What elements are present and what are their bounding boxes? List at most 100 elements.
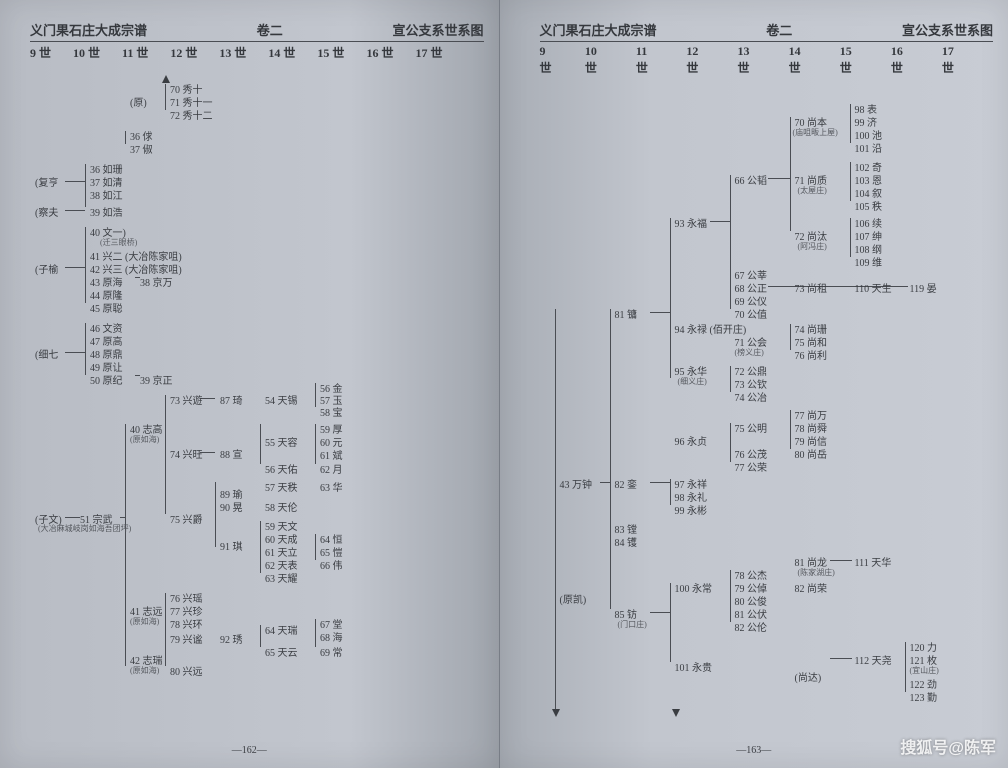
- tree-line: [790, 117, 791, 231]
- tree-node: 80 尚岳: [795, 449, 828, 462]
- tree-node: 100 永常: [675, 583, 713, 596]
- tree-node: 78 公杰: [735, 570, 768, 583]
- tree-node: 60 天成: [265, 534, 298, 547]
- tree-node: 107 绅: [855, 231, 883, 244]
- tree-node: 74 尚珊: [795, 324, 828, 337]
- tree-node: 94 永禄 (佰开庄): [675, 324, 747, 337]
- generation-label: 11 世: [636, 44, 661, 76]
- generation-label: 15 世: [840, 44, 866, 76]
- tree-node: 99 济: [855, 117, 878, 130]
- tree-line: [65, 267, 85, 268]
- title-left: 义门果石庄大成宗谱: [540, 20, 657, 39]
- tree-node: 101 沿: [855, 143, 883, 156]
- volume: 卷二: [766, 20, 792, 39]
- tree-line: [315, 383, 316, 407]
- tree-node: 59 厚: [320, 424, 343, 437]
- tree-line: [905, 642, 906, 692]
- tree-node: 65 天云: [265, 647, 298, 660]
- tree-node: 77 公荣: [735, 462, 768, 475]
- tree-node: 64 天瑞: [265, 625, 298, 638]
- tree-node: 82 銮: [615, 479, 638, 492]
- tree-node: 65 愷: [320, 547, 343, 560]
- tree-node: (细七: [35, 349, 58, 362]
- tree-line: [260, 625, 261, 647]
- tree-line: [600, 482, 610, 483]
- tree-node: 70 公值: [735, 309, 768, 322]
- tree-node: 122 劲: [910, 679, 938, 692]
- tree-line: [768, 178, 790, 179]
- tree-node: 102 奇: [855, 162, 883, 175]
- tree-node: 98 表: [855, 104, 878, 117]
- generation-label: 11 世: [122, 44, 148, 61]
- tree-node: (大冶麻城岐岗如海吾团坪): [38, 524, 131, 534]
- tree-line: [85, 323, 86, 375]
- tree-node: 38 如江: [90, 190, 123, 203]
- tree-node: 66 伟: [320, 560, 343, 573]
- tree-node: (庙咀畈上屋): [793, 128, 838, 138]
- tree-node: 39 如浩: [90, 207, 123, 220]
- arrow-down-icon: [672, 709, 680, 717]
- tree-node: 92 琇: [220, 634, 243, 647]
- tree-node: (原如海): [130, 435, 159, 445]
- tree-node: 112 天尧: [855, 655, 892, 668]
- tree-node: 88 宣: [220, 449, 243, 462]
- tree-line: [730, 570, 731, 622]
- tree-line: [790, 324, 791, 350]
- generation-label: 14 世: [268, 44, 295, 61]
- tree-node: 44 原隆: [90, 290, 123, 303]
- generation-label: 14 世: [789, 44, 815, 76]
- generation-label: 12 世: [170, 44, 197, 61]
- tree-node: 61 天立: [265, 547, 298, 560]
- tree-node: (原): [130, 97, 147, 110]
- tree-node: 62 天表: [265, 560, 298, 573]
- tree-line: [65, 210, 85, 211]
- arrow-up-icon: [162, 75, 170, 83]
- tree-node: 81 镛: [615, 309, 638, 322]
- tree-node: (陈家湖庄): [798, 568, 835, 578]
- tree-line: [850, 162, 851, 201]
- title-right: 宣公支系世系图: [902, 20, 993, 39]
- tree-node: 73 兴遊: [170, 395, 203, 408]
- tree-node: 80 兴远: [170, 666, 203, 679]
- tree-node: 79 尚信: [795, 436, 828, 449]
- tree-diagram-left: 70 秀十(原)71 秀十一72 秀十二36 俅37 俶36 如珊(复亨37 如…: [30, 69, 484, 709]
- tree-node: 79 兴谧: [170, 634, 203, 647]
- tree-line: [315, 424, 316, 464]
- generation-label: 15 世: [317, 44, 344, 61]
- tree-node: 62 月: [320, 464, 343, 477]
- tree-node: 61 斌: [320, 450, 343, 463]
- title-left: 义门果石庄大成宗谱: [30, 20, 147, 39]
- tree-line: [610, 309, 611, 609]
- tree-node: 98 永礼: [675, 492, 708, 505]
- tree-node: (门口庄): [618, 620, 647, 630]
- tree-node: 75 公明: [735, 423, 768, 436]
- tree-node: 77 兴珍: [170, 606, 203, 619]
- tree-node: (细义庄): [678, 377, 707, 387]
- tree-node: 48 原鼎: [90, 349, 123, 362]
- tree-node: 77 尚万: [795, 410, 828, 423]
- tree-node: (复亨: [35, 177, 58, 190]
- tree-node: 74 兴旺: [170, 449, 203, 462]
- tree-node: (子榆: [35, 264, 58, 277]
- tree-node: 63 天耀: [265, 573, 298, 586]
- title-right: 宣公支系世系图: [392, 20, 483, 39]
- tree-line: [830, 658, 852, 659]
- tree-node: 47 原高: [90, 336, 123, 349]
- tree-node: 80 公俊: [735, 596, 768, 609]
- tree-node: 37 俶: [130, 144, 153, 157]
- tree-line: [165, 84, 166, 110]
- generation-row: 9 世10 世11 世12 世13 世14 世15 世16 世17 世: [540, 44, 994, 76]
- tree-node: 109 维: [855, 257, 883, 270]
- tree-line: [260, 521, 261, 573]
- tree-node: (宜山庄): [910, 666, 939, 676]
- tree-node: 57 天秩: [265, 482, 298, 495]
- tree-line: [165, 593, 166, 666]
- tree-node: 76 尚利: [795, 350, 828, 363]
- generation-label: 10 世: [73, 44, 100, 61]
- tree-line: [730, 366, 731, 392]
- tree-line: [85, 164, 86, 207]
- tree-node: 60 元: [320, 437, 343, 450]
- tree-node: 120 力: [910, 642, 938, 655]
- tree-line: [670, 218, 671, 378]
- tree-node: 63 华: [320, 482, 343, 495]
